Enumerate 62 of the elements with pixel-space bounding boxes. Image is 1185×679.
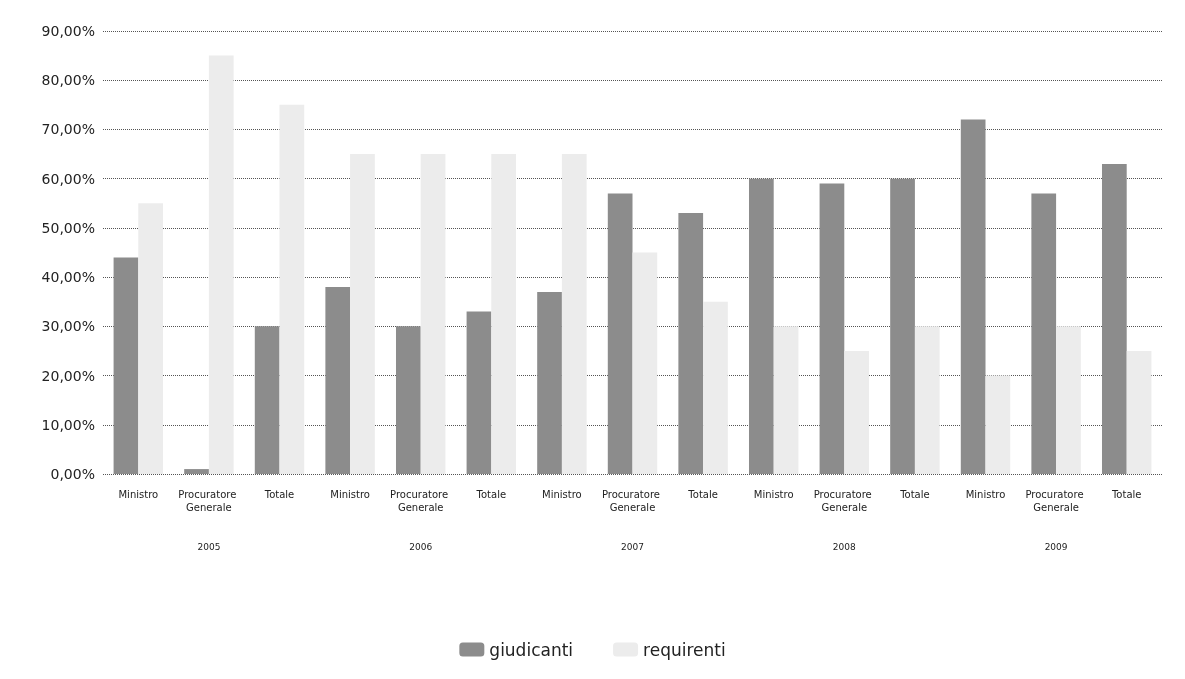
bar — [325, 286, 351, 474]
bar — [537, 291, 562, 474]
text: 2007 — [621, 541, 644, 552]
bar — [914, 326, 940, 474]
bar — [1101, 163, 1127, 474]
y-tick-label: 80,00% — [41, 72, 95, 89]
bar — [561, 154, 587, 474]
bar — [420, 154, 446, 474]
bar — [138, 203, 164, 474]
legend-label: requirenti — [643, 639, 726, 660]
bar — [844, 350, 870, 474]
bar — [1031, 193, 1057, 474]
bar — [254, 326, 280, 474]
y-tick-label: 20,00% — [41, 367, 95, 384]
x-tick-label: Procuratore Generale — [178, 489, 240, 513]
bar — [491, 154, 517, 474]
bar — [819, 183, 845, 474]
legend-label: giudicanti — [489, 639, 574, 660]
bar — [208, 55, 234, 474]
y-tick-label: 10,00% — [41, 416, 95, 433]
bar — [632, 252, 658, 474]
y-tick-label: 40,00% — [41, 269, 95, 286]
bar — [773, 326, 799, 474]
x-tick-label: Ministro — [965, 489, 1006, 500]
bar — [1126, 350, 1152, 474]
bar — [960, 119, 986, 474]
x-tick-label: Ministro — [753, 489, 794, 500]
y-tick-label: 60,00% — [41, 170, 95, 187]
x-tick-label: Procuratore Generale — [601, 489, 664, 513]
x-tick-label: Totale — [1110, 489, 1142, 500]
text: 2006 — [409, 541, 433, 552]
bar — [395, 326, 421, 474]
x-tick-label: Procuratore Generale — [813, 489, 875, 513]
bar — [1056, 326, 1081, 474]
x-tick-label: Procuratore Generale — [390, 489, 452, 513]
bar — [985, 375, 1011, 474]
x-tick-label: Totale — [475, 489, 507, 500]
bar — [279, 104, 305, 474]
bar — [113, 257, 139, 474]
bar — [748, 178, 774, 474]
y-tick-label: 30,00% — [41, 318, 95, 335]
y-tick-label: 50,00% — [41, 219, 95, 236]
y-tick-label: 90,00% — [41, 23, 95, 39]
bar — [184, 469, 209, 474]
bar — [350, 154, 375, 474]
bar — [607, 193, 633, 474]
x-tick-label: Procuratore Generale — [1025, 489, 1087, 513]
x-tick-label: Ministro — [330, 489, 370, 500]
x-tick-label: Totale — [687, 489, 718, 500]
bar — [466, 311, 492, 474]
text: 2008 — [832, 541, 857, 552]
bar — [703, 301, 728, 474]
bar — [678, 213, 704, 474]
x-tick-label: Ministro — [542, 489, 582, 500]
y-tick-label: 70,00% — [41, 121, 95, 138]
x-tick-label: Ministro — [118, 489, 159, 500]
text: 2005 — [197, 541, 221, 552]
y-tick-label: 0,00% — [50, 466, 95, 482]
text: 2009 — [1044, 541, 1068, 552]
bar — [890, 178, 915, 474]
x-tick-label: Totale — [263, 489, 295, 500]
x-tick-label: Totale — [899, 489, 930, 500]
